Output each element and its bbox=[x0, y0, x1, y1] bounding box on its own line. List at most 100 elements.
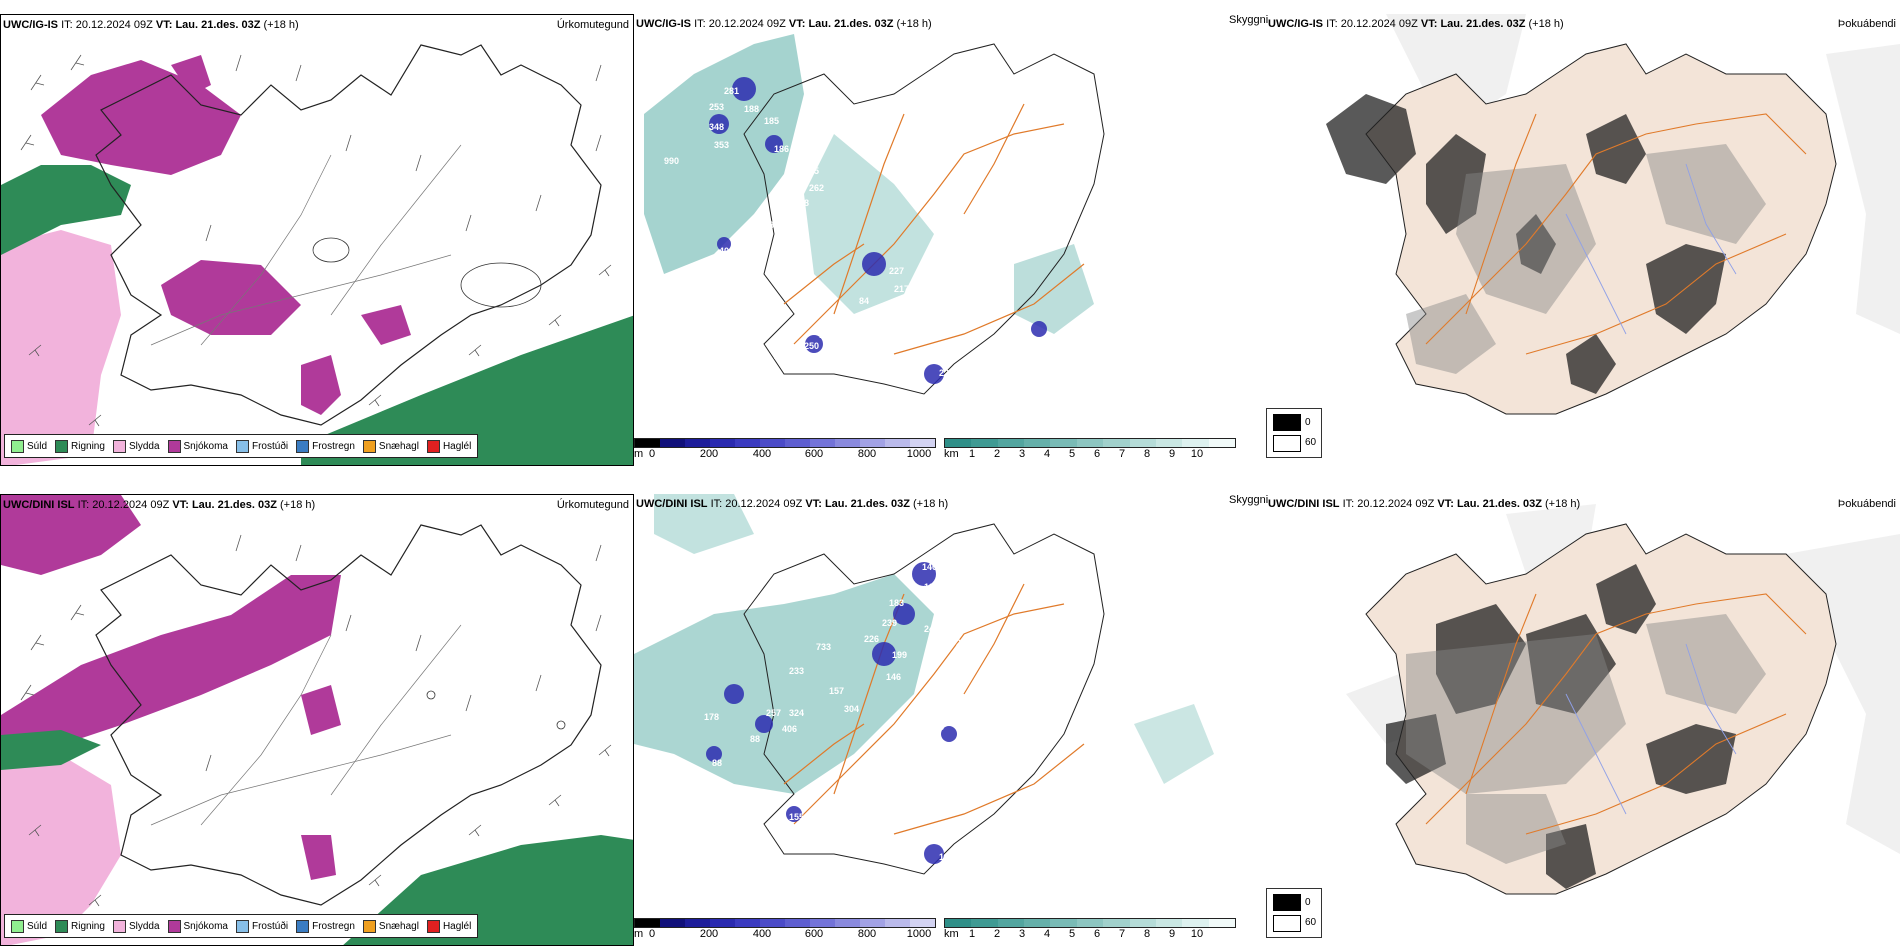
cloudbase-color-swatch bbox=[635, 919, 660, 927]
svg-text:189: 189 bbox=[819, 330, 834, 340]
panel-header: UWC/DINI ISL IT: 20.12.2024 09Z VT: Lau.… bbox=[636, 498, 949, 510]
cloud-base-labels: 396 386 281 188 185 253 348 353 990 148 … bbox=[664, 28, 1077, 378]
fog-title: Þokuábendi bbox=[1837, 18, 1896, 30]
visibility-color-swatch bbox=[1076, 439, 1104, 447]
low-cloud-spots bbox=[709, 77, 1047, 384]
cloudbase-color-swatch bbox=[910, 919, 935, 927]
fog-panel-bottom: UWC/DINI ISL IT: 20.12.2024 09Z VT: Lau.… bbox=[1266, 494, 1900, 946]
panel-header: UWC/IG-IS IT: 20.12.2024 09Z VT: Lau. 21… bbox=[1268, 18, 1564, 30]
svg-text:112: 112 bbox=[749, 248, 764, 258]
visibility-color-swatch bbox=[945, 919, 972, 927]
svg-text:318: 318 bbox=[759, 220, 774, 230]
svg-text:148: 148 bbox=[804, 119, 819, 129]
iceland-coastline bbox=[95, 524, 602, 906]
visibility-color-swatch bbox=[1208, 439, 1235, 447]
visibility-color-swatch bbox=[1208, 919, 1235, 927]
iceland-coastline bbox=[95, 44, 602, 426]
visibility-colorbar: km 1 2 3 4 5 6 7 8 9 10 bbox=[944, 438, 1244, 460]
cloudbase-color-swatch bbox=[910, 439, 935, 447]
svg-text:396: 396 bbox=[864, 28, 879, 38]
fog-moderate-areas bbox=[1406, 144, 1766, 374]
cloudbase-colorbar: m 0 200 400 600 800 1000 bbox=[634, 438, 944, 460]
glacier-outline bbox=[312, 237, 350, 263]
visibility-color-swatch bbox=[1155, 439, 1183, 447]
fog-panel-top: UWC/IG-IS IT: 20.12.2024 09Z VT: Lau. 21… bbox=[1266, 14, 1900, 466]
svg-text:88: 88 bbox=[712, 758, 722, 768]
visibility-colorbar: km 1 2 3 4 5 6 7 8 9 10 bbox=[944, 918, 1244, 940]
svg-text:157: 157 bbox=[829, 686, 844, 696]
cloudbase-color-swatch bbox=[885, 919, 910, 927]
svg-text:990: 990 bbox=[664, 156, 679, 166]
cloudbase-color-swatch bbox=[760, 439, 785, 447]
visibility-color-swatch bbox=[1129, 919, 1156, 927]
rain-area bbox=[1, 165, 131, 255]
svg-text:217: 217 bbox=[894, 284, 909, 294]
rain-area bbox=[301, 315, 633, 465]
panel-header: UWC/DINI ISL IT: 20.12.2024 09Z VT: Lau.… bbox=[1268, 498, 1581, 510]
cloudbase-color-swatch bbox=[860, 439, 885, 447]
cloudbase-color-swatch bbox=[685, 919, 710, 927]
svg-text:191: 191 bbox=[939, 852, 954, 862]
rain-area bbox=[1, 730, 101, 770]
precip-type-panel-bottom: UWC/DINI ISL IT: 20.12.2024 09Z VT: Lau.… bbox=[0, 494, 634, 946]
low-cloud-spots bbox=[706, 562, 957, 864]
svg-text:127: 127 bbox=[1062, 331, 1077, 341]
visibility-color-swatch bbox=[1076, 919, 1104, 927]
sleet-area bbox=[1, 230, 121, 465]
svg-text:84: 84 bbox=[859, 296, 869, 306]
cloudbase-color-swatch bbox=[735, 919, 760, 927]
svg-text:144: 144 bbox=[759, 544, 774, 554]
precip-title: Úrkomutegund bbox=[556, 499, 629, 511]
svg-text:178: 178 bbox=[704, 712, 719, 722]
cloud-visibility-panel-bottom: 407 144 140 138 183 239 226 242 199 146 … bbox=[634, 494, 1266, 946]
cloudbase-color-swatch bbox=[710, 439, 735, 447]
svg-text:114: 114 bbox=[934, 346, 949, 356]
snow-area bbox=[1, 575, 341, 755]
fog-dense-areas bbox=[1326, 94, 1726, 394]
visibility-color-swatch bbox=[1155, 919, 1183, 927]
svg-text:227: 227 bbox=[934, 868, 949, 878]
svg-text:348: 348 bbox=[709, 122, 724, 132]
visibility-color-swatch bbox=[1050, 439, 1077, 447]
wind-barbs bbox=[20, 534, 612, 927]
sleet-area bbox=[1, 755, 121, 945]
fog-moderate-areas bbox=[1406, 614, 1766, 864]
visibility-color-swatch bbox=[1103, 439, 1130, 447]
cloudbase-color-swatch bbox=[760, 919, 785, 927]
cloudbase-color-swatch bbox=[810, 919, 835, 927]
snow-area bbox=[361, 305, 411, 345]
cloudbase-color-swatch bbox=[785, 439, 810, 447]
svg-text:138: 138 bbox=[924, 582, 939, 592]
svg-text:175: 175 bbox=[929, 722, 944, 732]
glacier-outline bbox=[460, 262, 542, 308]
cloud-map-top: 396 386 281 188 185 253 348 353 990 148 … bbox=[644, 28, 1105, 395]
precip-type-panel-top: UWC/IG-IS IT: 20.12.2024 09Z VT: Lau. 21… bbox=[0, 14, 634, 466]
svg-text:188: 188 bbox=[744, 104, 759, 114]
visibility-color-swatch bbox=[1024, 919, 1051, 927]
snow-area bbox=[161, 260, 301, 335]
fog-dense-areas bbox=[1386, 564, 1736, 889]
svg-text:146: 146 bbox=[886, 672, 901, 682]
svg-text:88: 88 bbox=[750, 734, 760, 744]
precip-legend: Súld Rigning Slydda Snjókoma Frostúði Fr… bbox=[4, 914, 479, 938]
svg-text:298: 298 bbox=[794, 198, 809, 208]
svg-text:406: 406 bbox=[719, 246, 734, 256]
fog-map-bottom bbox=[1346, 504, 1900, 895]
cloudbase-color-swatch bbox=[835, 919, 860, 927]
svg-text:155: 155 bbox=[789, 812, 804, 822]
svg-text:233: 233 bbox=[789, 666, 804, 676]
precip-title: Úrkomutegund bbox=[556, 19, 629, 31]
snow-area bbox=[1, 495, 141, 575]
cloudbase-color-swatch bbox=[635, 439, 660, 447]
visibility-color-swatch bbox=[1050, 919, 1077, 927]
svg-text:183: 183 bbox=[889, 598, 904, 608]
road-network bbox=[783, 583, 1085, 835]
snow-area bbox=[171, 55, 211, 95]
svg-text:226: 226 bbox=[864, 634, 879, 644]
svg-text:242: 242 bbox=[924, 624, 939, 634]
precip-legend: Súld Rigning Slydda Snjókoma Frostúði Fr… bbox=[4, 434, 479, 458]
precip-map-top bbox=[1, 44, 633, 465]
cloudbase-color-swatch bbox=[735, 439, 760, 447]
svg-text:185: 185 bbox=[804, 166, 819, 176]
svg-text:185: 185 bbox=[764, 116, 779, 126]
